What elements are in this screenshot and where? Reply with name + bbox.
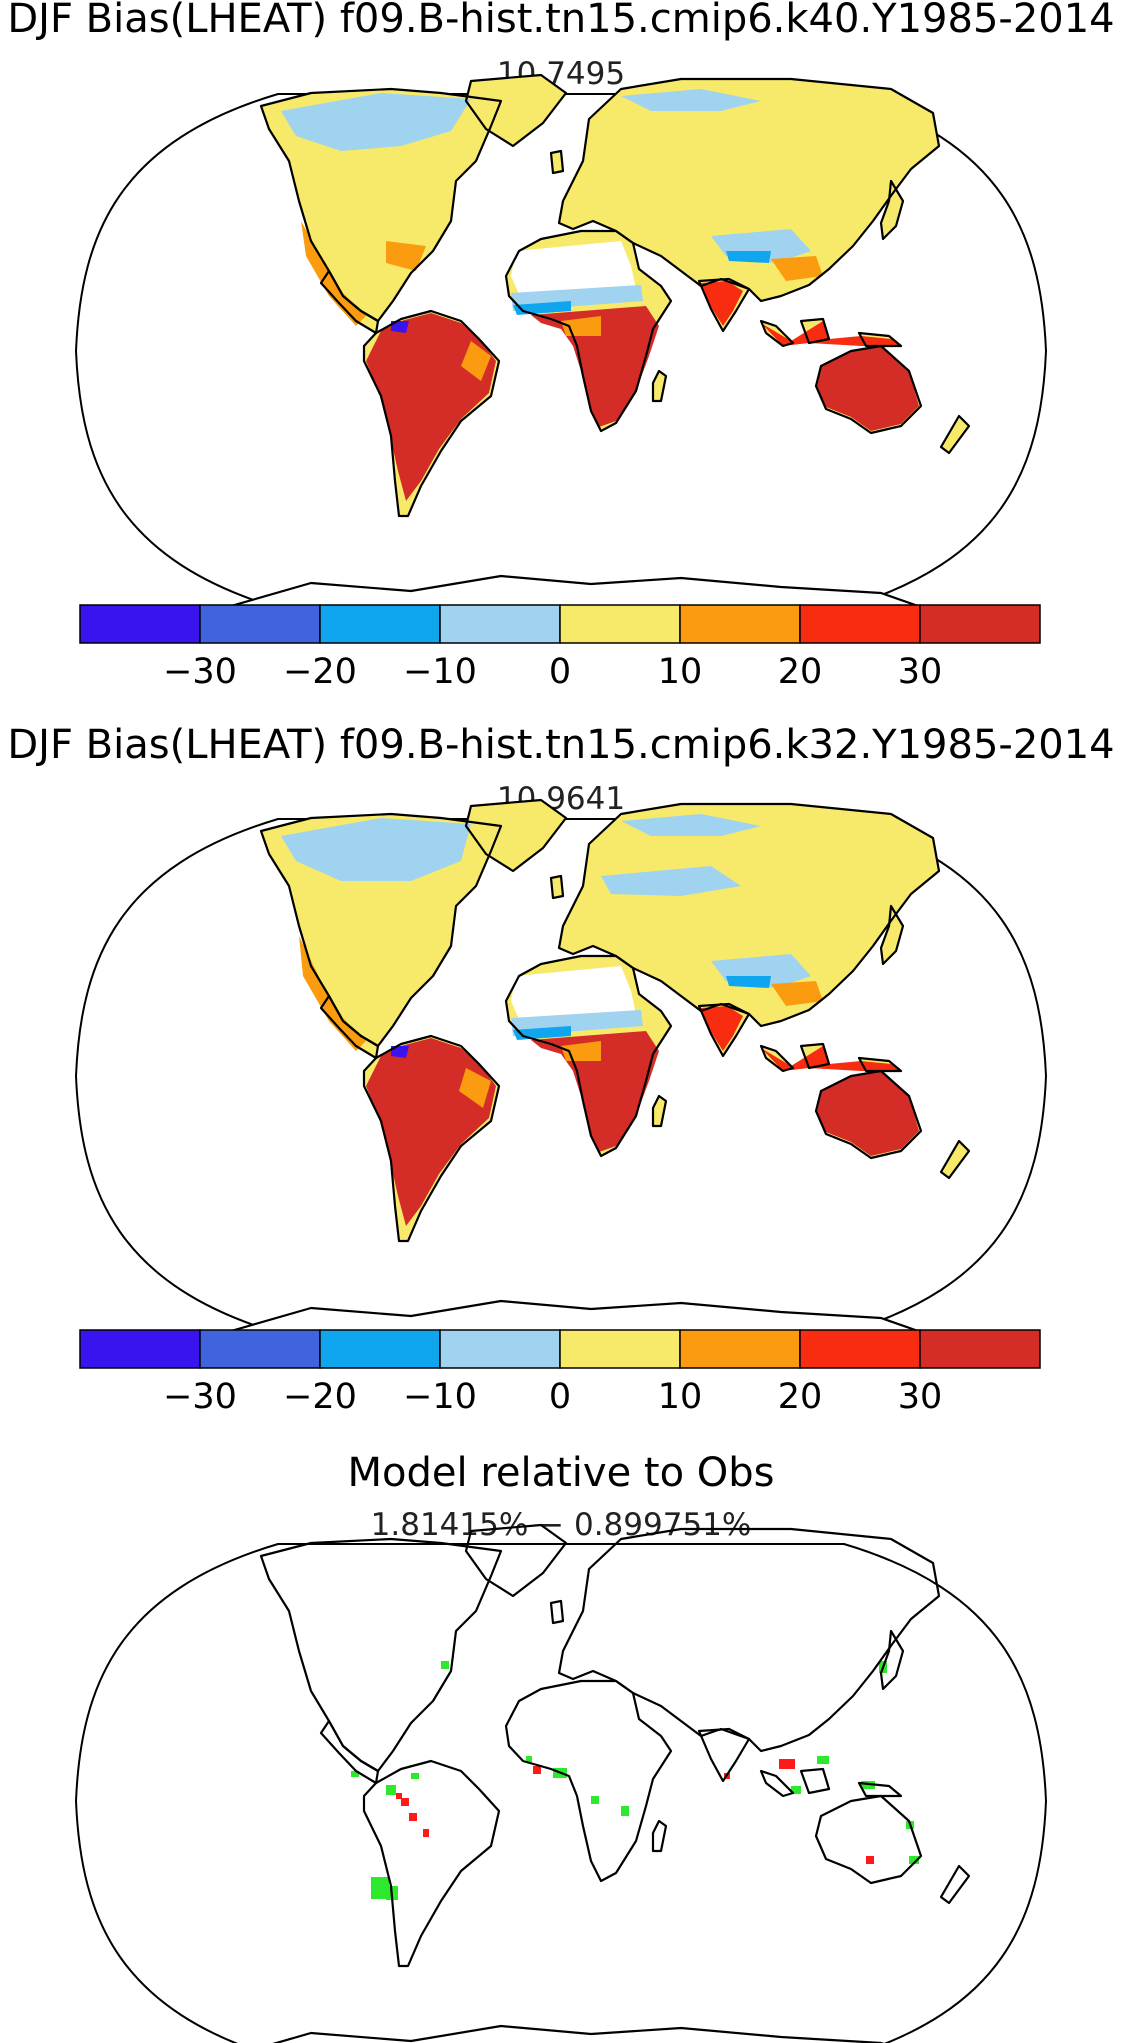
panel-2-title: DJF Bias(LHEAT) f09.B-hist.tn15.cmip6.k3… [7,722,1114,768]
colorbar-swatch [319,1329,441,1369]
degraded-cell [396,1793,402,1799]
map-1-region-canada-arctic [281,93,471,151]
map-1-region-southeast-asia [761,321,901,346]
map-2-region-tibet-deep [726,976,771,988]
map-1-region-se-usa [386,241,426,271]
colorbar-tick-label: −20 [283,1377,357,1417]
colorbar-tick-label: −30 [163,1377,237,1417]
improved-cell [817,1756,829,1764]
colorbar-swatch [199,604,321,644]
panel-3: Model relative to Obs 1.81415% − 0.89975… [74,1450,1048,2043]
map-1-region-sa-orange [461,341,491,381]
colorbar-tick-label: 30 [898,652,943,692]
degraded-cell [401,1798,409,1806]
improved-cell [591,1796,599,1804]
colorbar-tick-label: 10 [658,652,703,692]
colorbar-swatch [79,1329,201,1369]
improved-cell [371,1877,389,1899]
map-2-region-australia [817,1071,919,1156]
improved-cell [351,1771,359,1777]
degraded-cell [866,1856,874,1864]
colorbar-swatch [79,604,201,644]
map-2-fill [231,800,969,1332]
map-1-region-australia [817,346,919,431]
colorbar-swatch [919,1329,1041,1369]
improved-cell [621,1806,629,1816]
map-1-region-siberia-blue [621,89,761,111]
map-2-region-mexico [299,936,366,1051]
colorbar-tick-label: −30 [163,652,237,692]
map-2-region-sa-orange [459,1068,491,1108]
map-2-region-canada-arctic [281,818,471,881]
panel-2: DJF Bias(LHEAT) f09.B-hist.tn15.cmip6.k3… [7,722,1114,1417]
map-2-region-eurasia-blue [601,866,741,896]
colorbar-swatch [679,1329,801,1369]
map-3 [74,1523,1048,2043]
map-2-region-china-orange [771,981,823,1006]
map-1-region-sahara [511,241,636,299]
colorbar-swatch [799,604,921,644]
colorbar-swatch [799,1329,921,1369]
degraded-cell [779,1759,795,1769]
map-2-region-sub-saharan-africa [531,1031,659,1152]
colorbar-swatch [919,604,1041,644]
colorbar-tick-label: 20 [778,1377,823,1417]
map-2 [74,798,1048,1334]
colorbar-swatch [679,604,801,644]
degraded-cell [533,1766,541,1774]
map-1-region-sub-saharan-africa [531,306,659,427]
map-3-frame [74,1543,1048,2043]
improved-cell [441,1661,449,1669]
map-1-region-china-orange [771,256,823,281]
panel-3-title: Model relative to Obs [348,1450,775,1496]
colorbar-swatch [439,604,561,644]
map-1 [74,73,1048,609]
improved-cell [791,1786,801,1794]
map-2-region-india [701,1006,743,1051]
colorbar-tick-label: −10 [403,652,477,692]
improved-cell [411,1773,419,1779]
colorbar-swatch [439,1329,561,1369]
colorbar-tick-label: −20 [283,652,357,692]
colorbar-tick-label: 0 [549,1377,571,1417]
map-2-region-siberia-blue [621,814,761,836]
improved-cell [909,1856,919,1864]
degraded-cell [423,1829,429,1837]
colorbar-tick-label: 20 [778,652,823,692]
map-2-region-antarctica [231,1301,921,1332]
colorbar-tick-label: 0 [549,652,571,692]
map-1-region-antarctica [231,576,921,607]
colorbar-1: −30 −20 −10 0 10 20 30 [79,604,1041,692]
map-2-region-sahara [511,966,636,1024]
improved-cell [386,1785,396,1795]
colorbar-tick-label: 30 [898,1377,943,1417]
colorbar-swatch [559,604,681,644]
improved-cell [526,1756,532,1762]
colorbar-tick-label: −10 [403,1377,477,1417]
panel-3-subtitle: 1.81415% − 0.899751% [371,1507,752,1543]
map-1-region-india [701,281,743,326]
colorbar-swatch [199,1329,321,1369]
colorbar-swatch [319,604,441,644]
degraded-cell [409,1813,417,1821]
panel-1: DJF Bias(LHEAT) f09.B-hist.tn15.cmip6.k4… [7,0,1114,692]
colorbar-swatch [559,1329,681,1369]
panel-1-title: DJF Bias(LHEAT) f09.B-hist.tn15.cmip6.k4… [7,0,1114,42]
map-1-region-tibet-deep [726,251,771,263]
colorbar-2: −30 −20 −10 0 10 20 30 [79,1329,1041,1417]
map-1-region-amazon-blue [391,321,409,333]
map-1-region-mexico [301,221,366,326]
map-2-region-amazon-blue [391,1046,409,1058]
colorbar-tick-label: 10 [658,1377,703,1417]
map-1-fill [231,75,969,607]
map-2-region-southeast-asia [761,1046,901,1071]
